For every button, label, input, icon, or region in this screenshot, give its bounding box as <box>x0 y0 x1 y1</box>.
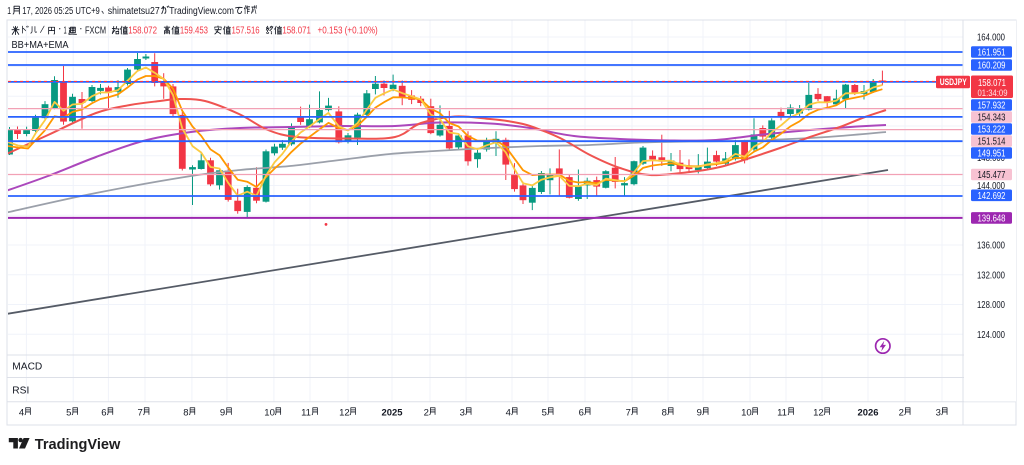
svg-text:139.648: 139.648 <box>978 214 1006 225</box>
svg-text:164.000: 164.000 <box>977 33 1005 44</box>
svg-text:158.071: 158.071 <box>978 78 1006 89</box>
svg-text:4: 4 <box>19 408 24 419</box>
svg-text:7: 7 <box>626 408 631 419</box>
svg-text:157.516: 157.516 <box>232 26 260 37</box>
svg-text:5: 5 <box>542 408 547 419</box>
svg-text:2026: 2026 <box>858 408 879 419</box>
svg-text:161.951: 161.951 <box>978 48 1006 59</box>
svg-text:157.932: 157.932 <box>978 101 1006 112</box>
svg-text:142.692: 142.692 <box>978 191 1006 202</box>
svg-text:2: 2 <box>424 408 429 419</box>
svg-text:12: 12 <box>813 408 824 419</box>
svg-text:BB+MA+EMA: BB+MA+EMA <box>12 40 69 51</box>
svg-text:8: 8 <box>183 408 188 419</box>
svg-text:6: 6 <box>579 408 584 419</box>
svg-text:1: 1 <box>7 6 11 17</box>
svg-text:3: 3 <box>460 408 465 419</box>
svg-text:149.951: 149.951 <box>978 149 1006 160</box>
svg-text:10: 10 <box>741 408 752 419</box>
svg-text:160.209: 160.209 <box>978 61 1006 72</box>
svg-text:shimatetsu27: shimatetsu27 <box>108 6 160 17</box>
svg-text:3: 3 <box>936 408 941 419</box>
svg-text:TradingView: TradingView <box>35 436 121 453</box>
svg-text:9: 9 <box>220 408 225 419</box>
svg-text:6: 6 <box>101 408 106 419</box>
svg-text:2: 2 <box>899 408 904 419</box>
svg-text:FXCM: FXCM <box>85 26 106 37</box>
svg-text:4: 4 <box>506 408 511 419</box>
svg-text:159.453: 159.453 <box>180 26 208 37</box>
svg-text:128.000: 128.000 <box>977 300 1005 311</box>
svg-text:11: 11 <box>301 408 311 419</box>
svg-text:8: 8 <box>662 408 667 419</box>
svg-text:136.000: 136.000 <box>977 241 1005 252</box>
svg-text:158.072: 158.072 <box>128 26 157 37</box>
svg-text:9: 9 <box>697 408 702 419</box>
svg-text:2025: 2025 <box>382 408 404 419</box>
svg-text:132.000: 132.000 <box>977 270 1005 281</box>
svg-text:01:34:09: 01:34:09 <box>978 88 1008 99</box>
svg-text:5: 5 <box>66 408 71 419</box>
svg-text:145.477: 145.477 <box>978 170 1006 181</box>
svg-text:151.514: 151.514 <box>978 137 1006 148</box>
svg-text:1: 1 <box>64 26 67 37</box>
svg-text:158.071: 158.071 <box>282 26 311 37</box>
svg-text:RSI: RSI <box>12 386 29 397</box>
svg-text:153.222: 153.222 <box>978 125 1006 136</box>
svg-text:17, 2026 05:25 UTC+9: 17, 2026 05:25 UTC+9 <box>22 6 100 17</box>
svg-text:+0.153 (+0.10%): +0.153 (+0.10%) <box>318 26 378 37</box>
svg-text:154.343: 154.343 <box>978 113 1006 124</box>
svg-text:7: 7 <box>138 408 143 419</box>
svg-text:TradingView.com: TradingView.com <box>169 6 234 17</box>
svg-text:10: 10 <box>264 408 275 419</box>
svg-text:12: 12 <box>339 408 350 419</box>
svg-text:MACD: MACD <box>12 362 42 373</box>
svg-text:144.000: 144.000 <box>977 181 1005 192</box>
svg-text:USDJPY: USDJPY <box>940 77 967 88</box>
svg-text:124.000: 124.000 <box>977 330 1005 341</box>
svg-text:11: 11 <box>777 408 787 419</box>
